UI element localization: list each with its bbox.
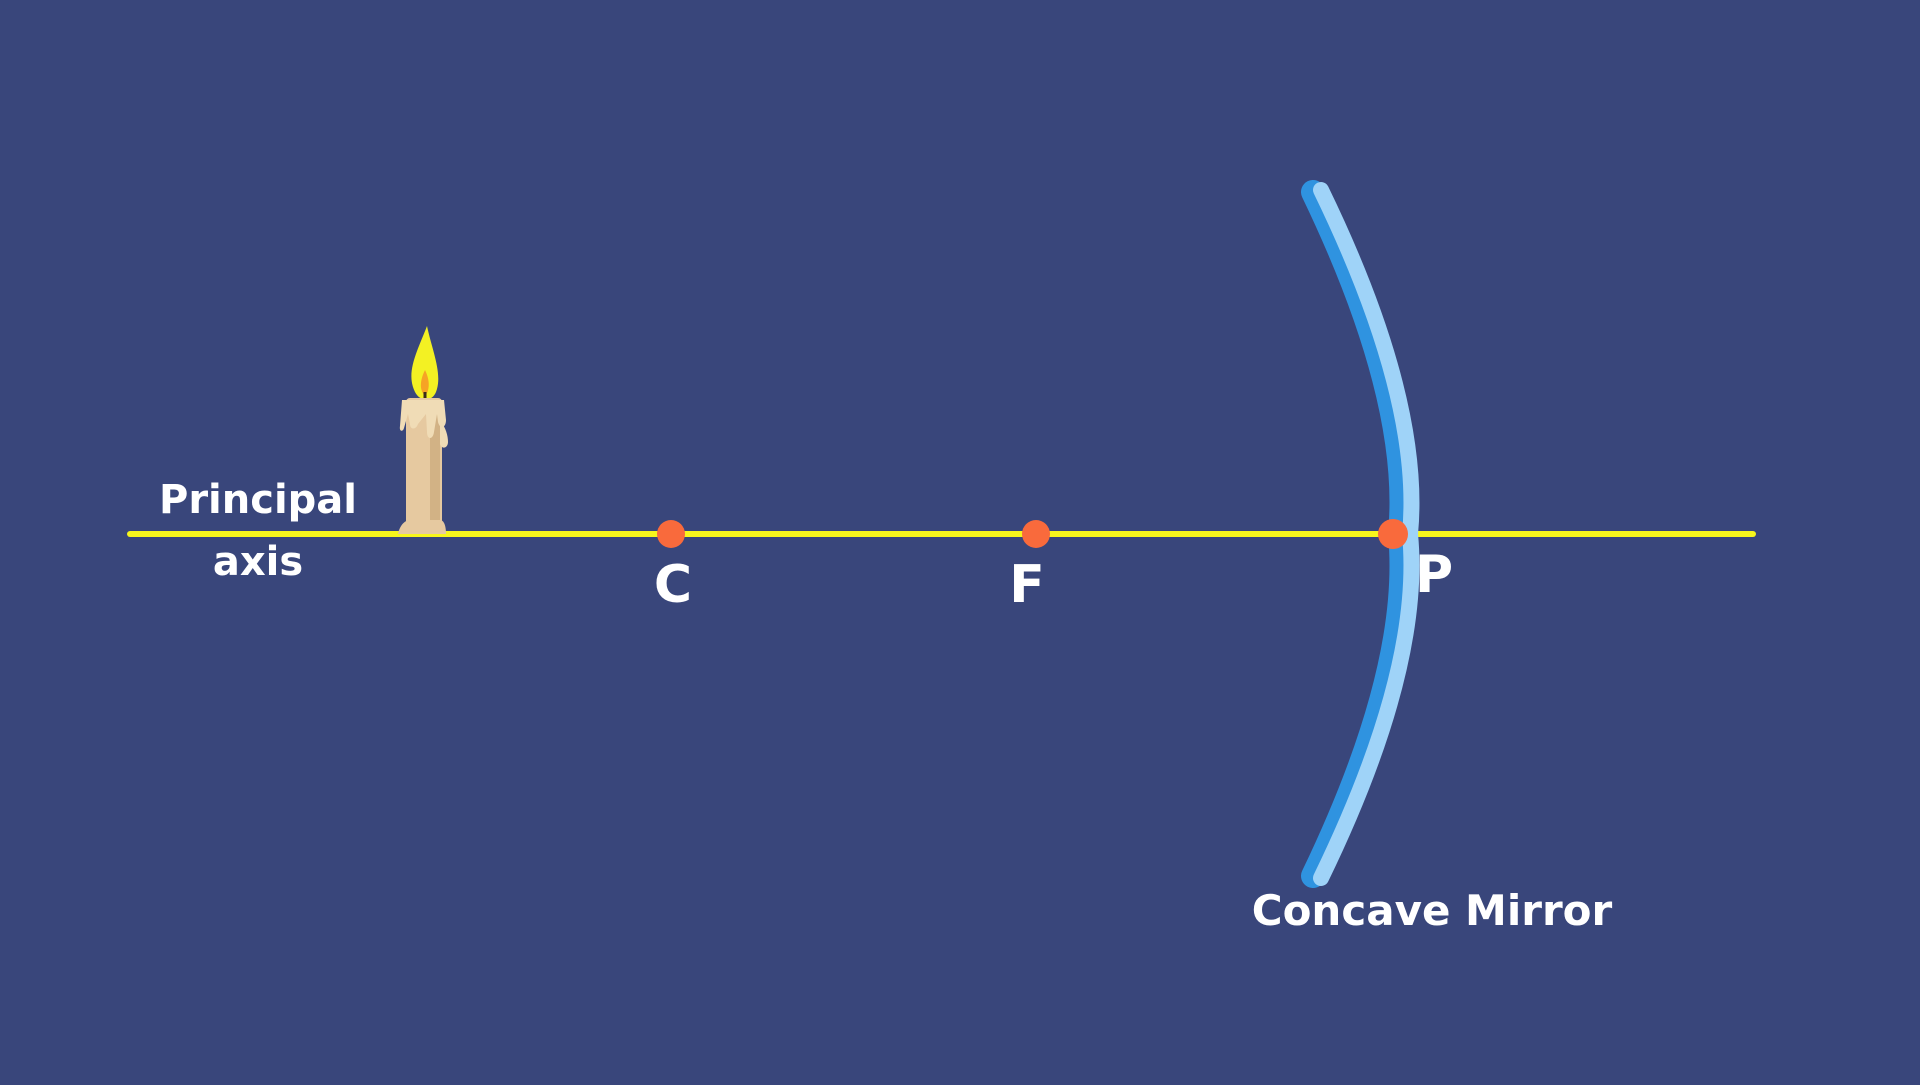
center-of-curvature-point xyxy=(657,520,685,548)
candle-flame-inner xyxy=(420,370,429,396)
candle-base xyxy=(398,520,446,534)
candle-wax-drips xyxy=(399,400,446,438)
axis-label-line2: axis xyxy=(213,539,303,585)
candle-side-drip xyxy=(440,420,448,448)
point-label-p: P xyxy=(1415,545,1453,605)
point-label-f: F xyxy=(1009,555,1045,615)
pole-point xyxy=(1378,519,1408,549)
mirror-label: Concave Mirror xyxy=(1252,886,1613,935)
candle-flame-outer xyxy=(411,326,439,400)
point-label-c: C xyxy=(654,555,692,615)
focus-point xyxy=(1022,520,1050,548)
mirror-reflective-surface xyxy=(1313,182,1420,886)
axis-label-line1: Principal xyxy=(159,477,357,523)
candle-icon xyxy=(398,326,448,534)
candle-body-shade xyxy=(430,410,440,530)
